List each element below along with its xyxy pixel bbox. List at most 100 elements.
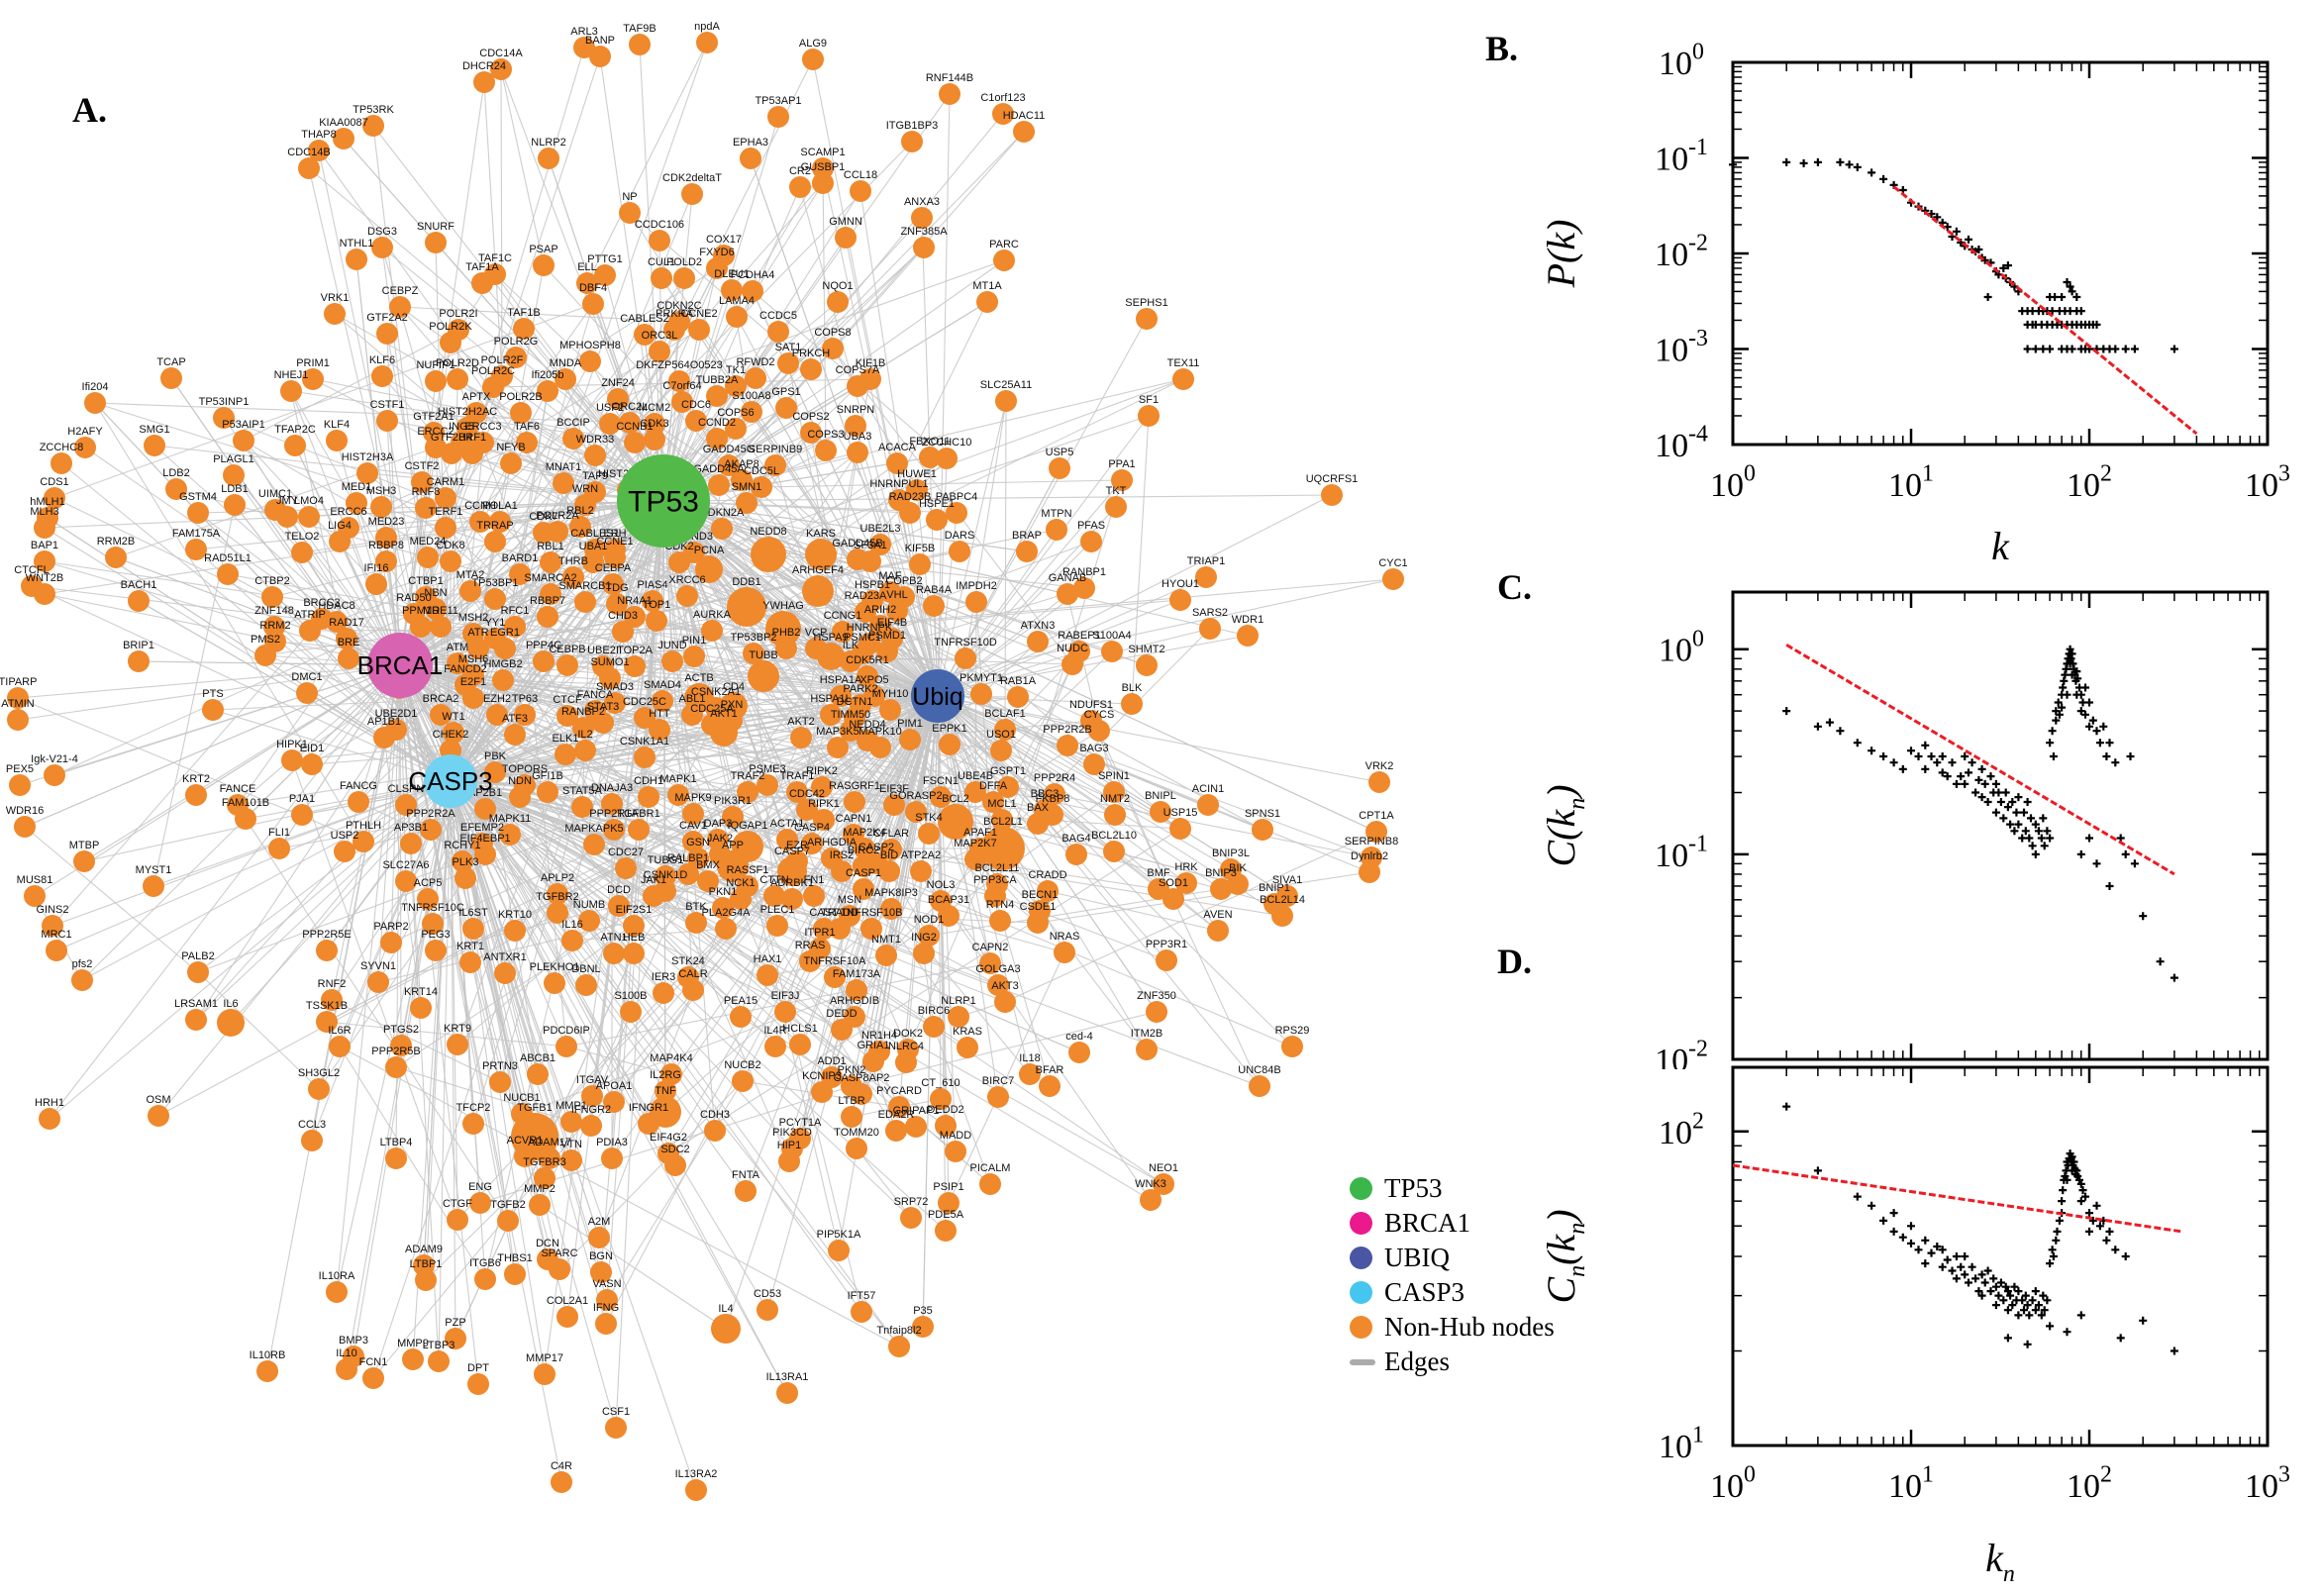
network-node (606, 593, 628, 615)
network-hubs: TP53 BRCA1 Ubiq CASP3 (357, 454, 964, 808)
network-node (1150, 801, 1171, 823)
network-node (413, 1254, 435, 1276)
network-node-label: NEDD4 (849, 719, 885, 731)
network-node (395, 870, 417, 892)
hub-node-tp53 (617, 454, 710, 548)
network-node-label: CFLAR (873, 828, 909, 840)
network-node-label: FCN1 (359, 1356, 388, 1368)
network-node-label: PIN1 (682, 635, 706, 647)
network-node-label: C1orf123 (980, 92, 1025, 104)
network-node (844, 791, 865, 813)
network-node (562, 428, 584, 449)
tick-label: 10-2 (1655, 1037, 1708, 1069)
network-node-label: UBE2L3 (860, 523, 901, 535)
network-node-label: TOP2A (617, 645, 654, 656)
network-node-label: MRC1 (41, 929, 71, 941)
network-node-label: HDAC11 (1003, 110, 1046, 122)
network-node-label: SMARCB1 (558, 580, 611, 592)
network-node-label: CAV1 (679, 820, 707, 832)
network-node-label: TP53AP1 (755, 95, 801, 107)
legend-item-ubiq: UBIQ (1350, 1241, 1555, 1275)
network-node-label: CCNE1 (596, 536, 633, 548)
network-node (422, 913, 444, 935)
network-node-label: CDK3 (640, 418, 668, 430)
network-node-label: BAP1 (31, 540, 58, 551)
network-node-label: A2M (588, 1216, 611, 1228)
network-node-label: TP63 (512, 693, 538, 705)
network-node-label: ALG9 (799, 38, 827, 50)
network-node (652, 690, 673, 712)
network-node-label: TCAP (156, 356, 185, 368)
network-node (504, 1263, 526, 1285)
network-node-label: ATXN3 (1021, 620, 1056, 632)
network-node-label: ORC2L (612, 401, 649, 413)
network-node-label: ARHGDIB (830, 995, 879, 1007)
network-node-label: WRN (572, 483, 598, 495)
network-node (538, 148, 559, 169)
network-node (840, 720, 861, 742)
network-node-label: TNF (655, 1085, 676, 1097)
network-node (1016, 541, 1038, 562)
network-node (1138, 405, 1160, 427)
tick-label: 103 (2245, 1462, 2290, 1505)
network-node (775, 638, 797, 659)
network-node (254, 645, 276, 666)
network-node (514, 1146, 536, 1167)
network-node-label: COPS2 (792, 411, 829, 423)
network-node (447, 652, 468, 674)
network-node (415, 497, 437, 519)
network-node-label: PPP4C (526, 640, 561, 651)
network-node-label: NUCB2 (724, 1059, 760, 1071)
network-node-label: CSTF2 (405, 460, 440, 472)
network-node (202, 699, 224, 721)
network-node-label: APP (722, 840, 744, 851)
network-node (711, 518, 733, 540)
network-node-label: TERF1 (429, 506, 463, 518)
network-node (509, 563, 531, 585)
network-node-label: TDG (605, 582, 628, 594)
network-node-label: SCAMP1 (800, 147, 845, 158)
network-node-label: BID (880, 849, 898, 861)
network-node-label: OSM (146, 1094, 170, 1106)
network-node-label: Ifi204 (82, 381, 109, 393)
network-node-label: CDH3 (700, 1109, 730, 1121)
network-node-label: IL16 (561, 919, 582, 931)
network-node (321, 989, 343, 1011)
network-node (982, 791, 1004, 813)
network-node (649, 230, 670, 251)
network-node (629, 34, 651, 55)
network-node-label: SUMO1 (590, 656, 629, 668)
network-node-label: KARS (806, 528, 836, 540)
network-node-label: AKAP8 (724, 458, 758, 470)
network-node (348, 791, 369, 813)
network-node (143, 875, 164, 897)
network-node (990, 740, 1012, 761)
network-node (534, 1167, 556, 1189)
network-node (362, 1367, 384, 1389)
network-node (857, 665, 878, 687)
network-node-label: ANXA3 (904, 196, 940, 208)
network-node-label: COPS7A (836, 364, 880, 376)
network-node (651, 267, 672, 289)
network-node (955, 648, 976, 669)
network-node (301, 753, 323, 775)
network-node-label: PXN (721, 699, 744, 711)
network-node-label: STAT3 (587, 701, 620, 713)
network-node-label: MAPK9 (674, 792, 711, 804)
network-node-label: XPO5 (859, 674, 888, 686)
network-node-label: NLRP2 (531, 137, 565, 149)
network-node (1037, 880, 1059, 902)
network-node-label: VRK1 (321, 292, 350, 304)
network-node (711, 1314, 741, 1344)
network-node-label: CTTN (759, 874, 788, 886)
network-node-label: npdA (694, 21, 720, 33)
network-node (994, 991, 1016, 1013)
network-node-label: PEG3 (421, 929, 450, 941)
network-node-label: BNIPL (1145, 790, 1176, 802)
network-node (676, 585, 698, 607)
network-node (730, 888, 752, 910)
network-node (1199, 618, 1221, 640)
network-node-label: GRIPAP1 (893, 1105, 940, 1117)
network-node (851, 1301, 872, 1323)
